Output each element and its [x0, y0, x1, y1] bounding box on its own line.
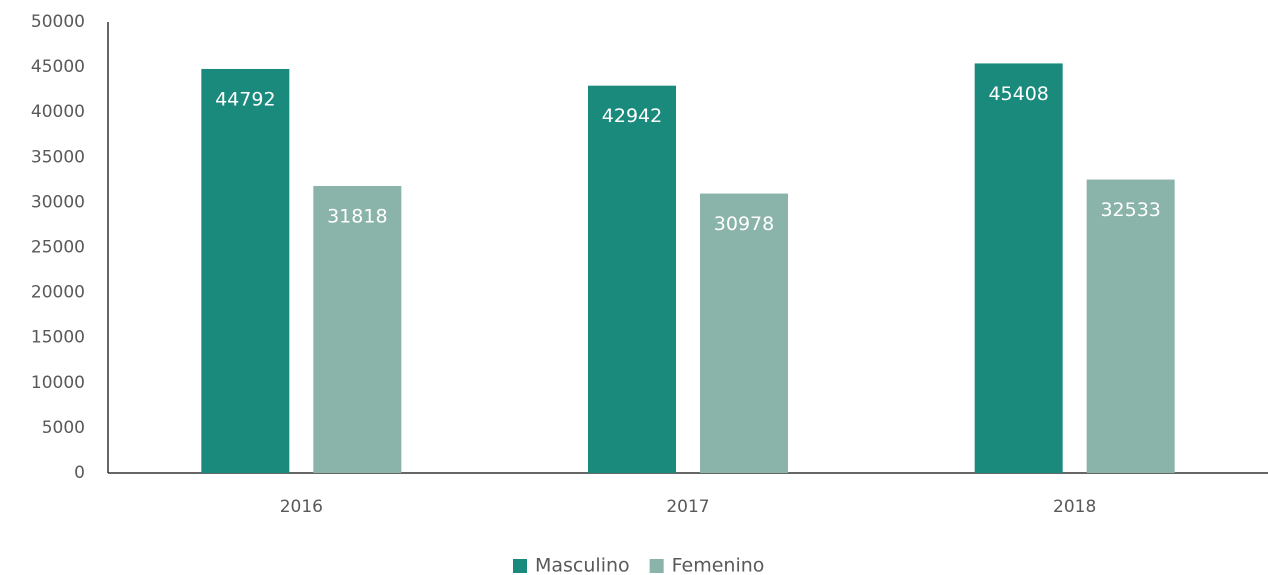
legend-swatch — [513, 559, 527, 573]
y-tick-label: 35000 — [31, 147, 85, 167]
y-tick-label: 50000 — [31, 12, 85, 32]
bar — [201, 68, 290, 473]
data-label: 31818 — [327, 206, 387, 228]
data-label: 44792 — [215, 88, 275, 110]
x-tick-label: 2018 — [1053, 497, 1096, 517]
y-tick-label: 15000 — [31, 328, 85, 348]
bar — [974, 63, 1063, 474]
x-tick-label: 2017 — [666, 497, 709, 517]
data-label: 32533 — [1100, 199, 1160, 221]
data-label: 42942 — [602, 105, 662, 127]
y-tick-label: 20000 — [31, 283, 85, 303]
y-tick-label: 40000 — [31, 102, 85, 122]
y-tick-label: 5000 — [42, 418, 85, 438]
y-tick-label: 25000 — [31, 238, 85, 258]
y-tick-label: 45000 — [31, 57, 85, 77]
bar — [700, 193, 788, 474]
legend-label: Femenino — [672, 555, 765, 575]
y-tick-label: 0 — [74, 463, 85, 483]
y-tick-label: 10000 — [31, 373, 85, 393]
y-tick-label: 30000 — [31, 192, 85, 212]
legend-label: Masculino — [535, 555, 630, 575]
legend-swatch — [649, 559, 664, 573]
bar — [588, 85, 676, 474]
x-tick-label: 2016 — [280, 497, 323, 517]
bar — [1086, 179, 1175, 473]
bar — [313, 186, 402, 473]
data-label: 45408 — [988, 83, 1048, 105]
data-label: 30978 — [714, 213, 774, 235]
